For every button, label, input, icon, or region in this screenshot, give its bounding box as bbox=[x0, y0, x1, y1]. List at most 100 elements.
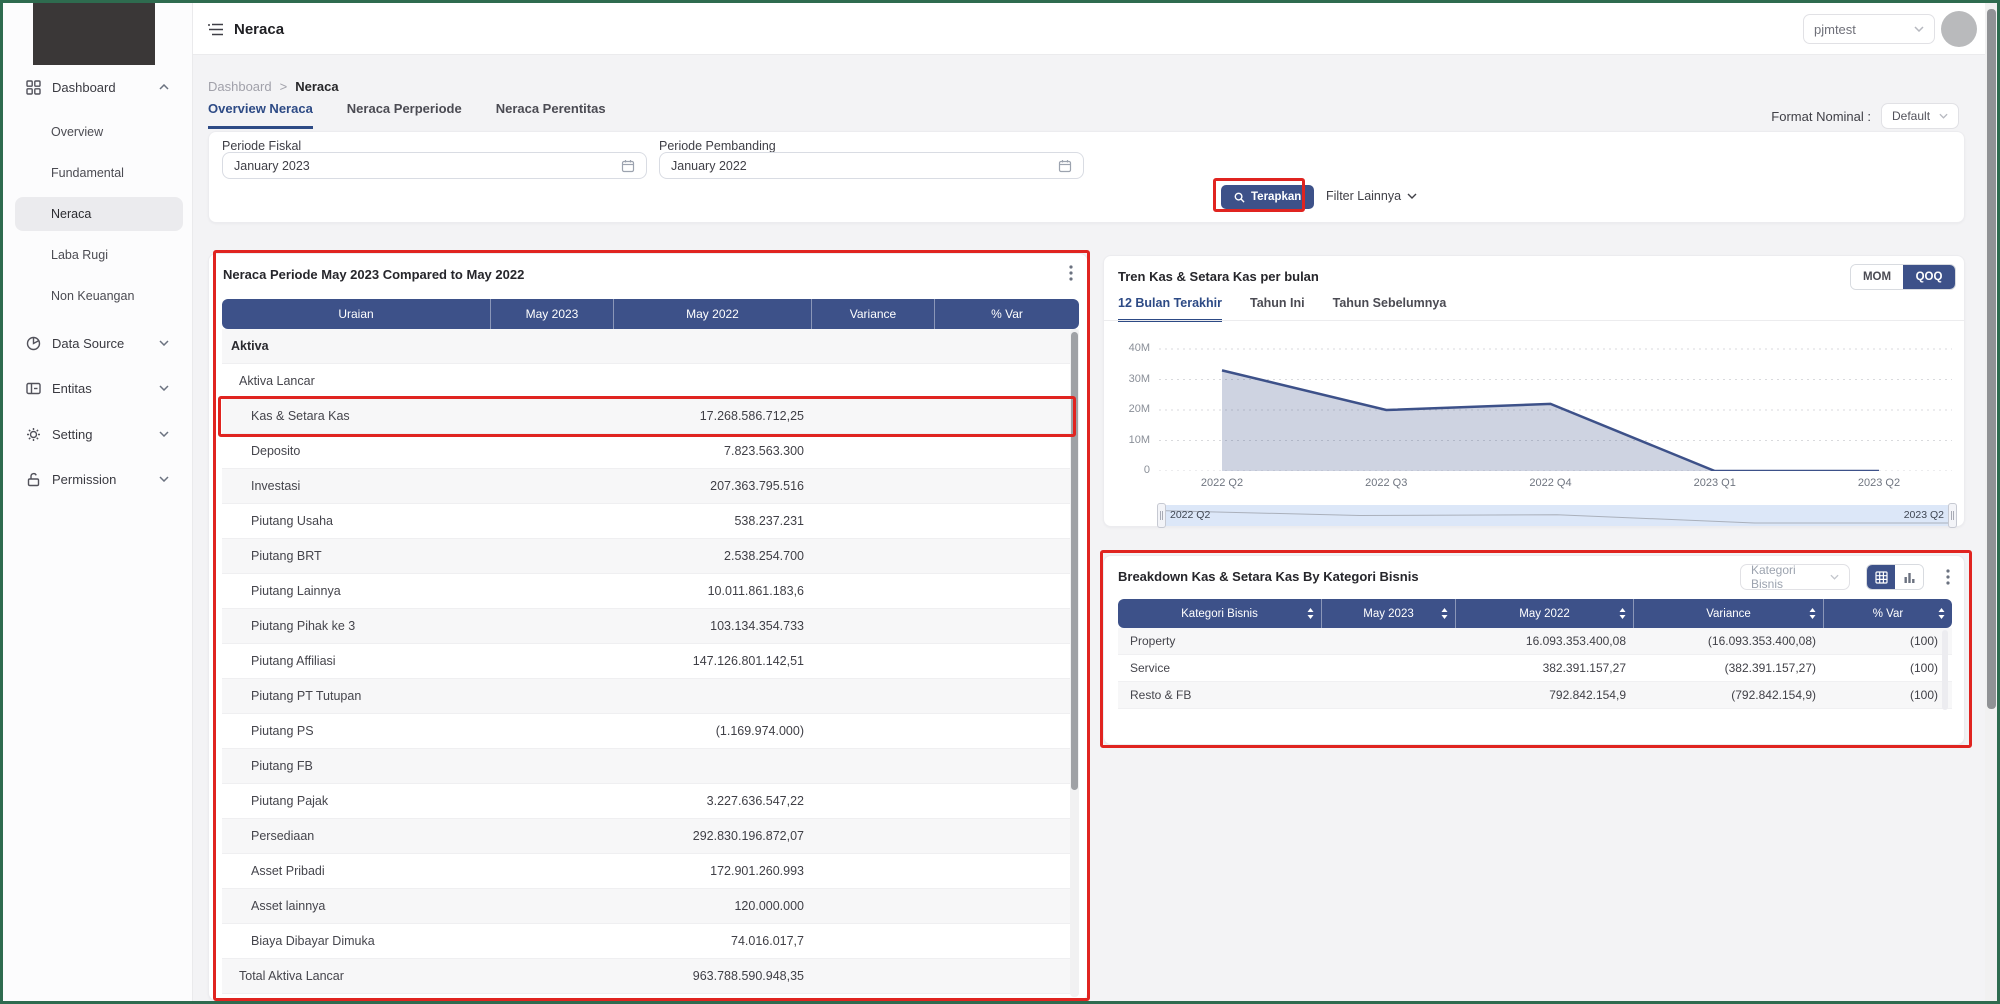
table-scrollbar-thumb[interactable] bbox=[1071, 332, 1078, 790]
table-row[interactable]: Asset Pribadi 172.901.260.993 bbox=[222, 854, 1079, 889]
periode-fiskal-input[interactable]: January 2023 bbox=[222, 152, 647, 179]
more-filters-toggle[interactable]: Filter Lainnya bbox=[1326, 189, 1417, 203]
periode-pembanding-label: Periode Pembanding bbox=[659, 139, 776, 153]
table-row[interactable]: Aktiva Lancar bbox=[222, 364, 1079, 399]
sidebar-item-overview[interactable]: Overview bbox=[15, 115, 183, 149]
table-row[interactable]: Persediaan 292.830.196.872,07 bbox=[222, 819, 1079, 854]
breadcrumb-parent[interactable]: Dashboard bbox=[208, 79, 272, 94]
tab-neraca-perperiode[interactable]: Neraca Perperiode bbox=[346, 101, 462, 116]
chevron-down-icon bbox=[1830, 574, 1839, 580]
table-row[interactable]: Piutang PS (1.169.974.000) bbox=[222, 714, 1079, 749]
kebab-menu-icon[interactable] bbox=[1069, 265, 1073, 281]
sidebar-item-non-keuangan[interactable]: Non Keuangan bbox=[15, 279, 183, 313]
table-row[interactable]: Investasi 207.363.795.516 bbox=[222, 469, 1079, 504]
column-header-variance: Variance bbox=[812, 299, 935, 329]
table-view-button[interactable] bbox=[1867, 565, 1895, 589]
row-label: Service bbox=[1130, 661, 1171, 675]
row-variance: (16.093.353.400,08) bbox=[1707, 634, 1816, 648]
sidebar-item-dashboard[interactable]: Dashboard bbox=[3, 73, 193, 101]
brush-handle-left[interactable] bbox=[1157, 503, 1166, 528]
table-row[interactable]: Piutang PT Tutupan bbox=[222, 679, 1079, 714]
brush-start-label: 2022 Q2 bbox=[1170, 509, 1211, 521]
sidebar-item-entitas[interactable]: Entitas bbox=[3, 374, 193, 402]
row-value-may-2022: 207.363.795.516 bbox=[710, 479, 804, 493]
table-row[interactable]: Aktiva bbox=[222, 329, 1079, 364]
table-row[interactable]: Property 16.093.353.400,08 (16.093.353.400… bbox=[1118, 628, 1952, 655]
table-row[interactable]: Piutang Pajak 3.227.636.547,22 bbox=[222, 784, 1079, 819]
brush-mini-svg bbox=[1162, 510, 1952, 524]
table-row[interactable]: Piutang Pihak ke 3 103.134.354.733 bbox=[222, 609, 1079, 644]
neraca-table-title: Neraca Periode May 2023 Compared to May … bbox=[223, 267, 525, 282]
column-header-may-2023[interactable]: May 2023 bbox=[1322, 599, 1456, 628]
table-row[interactable]: Piutang Usaha 538.237.231 bbox=[222, 504, 1079, 539]
tab-tahun-ini[interactable]: Tahun Ini bbox=[1249, 296, 1305, 310]
sidebar-item-neraca[interactable]: Neraca bbox=[15, 197, 183, 231]
sidebar-item-laba-rugi[interactable]: Laba Rugi bbox=[15, 238, 183, 272]
row-value-may-2022: 382.391.157,27 bbox=[1542, 661, 1626, 675]
window-scrollbar-thumb[interactable] bbox=[1987, 9, 1996, 709]
column-label: % Var bbox=[1872, 607, 1904, 620]
periode-pembanding-input[interactable]: January 2022 bbox=[659, 152, 1084, 179]
row-variance: (792.842.154,9) bbox=[1731, 688, 1816, 702]
table-row[interactable]: Piutang Affiliasi 147.126.801.142,51 bbox=[222, 644, 1079, 679]
row-value-may-2022: 17.268.586.712,25 bbox=[699, 409, 804, 423]
brush-handle-right[interactable] bbox=[1948, 503, 1957, 528]
table-row[interactable]: Piutang BRT 2.538.254.700 bbox=[222, 539, 1079, 574]
column-header-variance[interactable]: Variance bbox=[1634, 599, 1824, 628]
format-nominal-select[interactable]: Default bbox=[1881, 103, 1959, 129]
user-select-value: pjmtest bbox=[1814, 21, 1856, 37]
table-row[interactable]: Asset lainnya 120.000.000 bbox=[222, 889, 1079, 924]
y-axis-tick: 10M bbox=[1128, 433, 1150, 446]
tab-neraca-perentitas[interactable]: Neraca Perentitas bbox=[495, 101, 606, 116]
table-row[interactable]: Service 382.391.157,27 (382.391.157,27) (10… bbox=[1118, 655, 1952, 682]
row-value-may-2022: 147.126.801.142,51 bbox=[692, 654, 804, 668]
calendar-icon bbox=[1058, 159, 1072, 173]
avatar[interactable] bbox=[1941, 11, 1977, 47]
kebab-menu-icon[interactable] bbox=[1946, 569, 1950, 585]
table-row[interactable]: Biaya Dibayar Dimuka 74.016.017,7 bbox=[222, 924, 1079, 959]
table-row[interactable]: Total Aktiva Lancar 963.788.590.948,35 bbox=[222, 959, 1079, 994]
chevron-up-icon bbox=[159, 84, 169, 90]
sidebar-collapse-icon[interactable] bbox=[208, 23, 224, 36]
apply-button[interactable]: Terapkan bbox=[1221, 185, 1315, 209]
table-row[interactable]: Kas & Setara Kas 17.268.586.712,25 bbox=[222, 399, 1079, 434]
x-axis-tick: 2022 Q3 bbox=[1365, 477, 1408, 489]
trend-range-tabs: 12 Bulan Terakhir Tahun Ini Tahun Sebelu… bbox=[1118, 296, 1446, 322]
table-row[interactable]: Resto & FB 792.842.154,9 (792.842.154,9) (1… bbox=[1118, 682, 1952, 709]
breadcrumb: Dashboard > Neraca bbox=[208, 79, 339, 94]
x-axis-tick: 2023 Q1 bbox=[1693, 477, 1736, 489]
table-row[interactable]: Deposito 7.823.563.300 bbox=[222, 434, 1079, 469]
sidebar-item-fundamental[interactable]: Fundamental bbox=[15, 156, 183, 190]
column-header-kategori-bisnis[interactable]: Kategori Bisnis bbox=[1118, 599, 1322, 628]
table-row[interactable]: Piutang Lainnya 10.011.861.183,6 bbox=[222, 574, 1079, 609]
column-header-may-2022[interactable]: May 2022 bbox=[1456, 599, 1634, 628]
sidebar-item-permission[interactable]: Permission bbox=[3, 465, 193, 493]
lock-icon bbox=[25, 472, 41, 487]
sidebar-item-setting[interactable]: Setting bbox=[3, 420, 193, 448]
sidebar-item-data-source[interactable]: Data Source bbox=[3, 329, 193, 357]
chart-range-brush[interactable]: 2022 Q2 2023 Q2 bbox=[1157, 503, 1957, 528]
column-label: May 2023 bbox=[1363, 607, 1414, 620]
row-label: Piutang FB bbox=[251, 759, 313, 773]
chevron-down-icon bbox=[159, 385, 169, 391]
table-row[interactable]: Piutang FB bbox=[222, 749, 1079, 784]
y-axis-tick: 30M bbox=[1128, 372, 1150, 385]
tab-12-bulan-terakhir[interactable]: 12 Bulan Terakhir bbox=[1118, 296, 1222, 322]
user-select[interactable]: pjmtest bbox=[1803, 14, 1935, 44]
breakdown-scrollbar-track[interactable] bbox=[1942, 630, 1948, 710]
tab-overview-neraca[interactable]: Overview Neraca bbox=[208, 101, 313, 129]
row-value-may-2022: 963.788.590.948,35 bbox=[692, 969, 804, 983]
chart-view-button[interactable] bbox=[1895, 565, 1923, 589]
x-axis-tick: 2022 Q4 bbox=[1529, 477, 1572, 489]
tab-tahun-sebelumnya[interactable]: Tahun Sebelumnya bbox=[1332, 296, 1447, 310]
sort-icon bbox=[1619, 608, 1626, 622]
sidebar-item-label: Dashboard bbox=[52, 79, 116, 95]
row-value-may-2022: 172.901.260.993 bbox=[710, 864, 804, 878]
row-value-may-2022: 2.538.254.700 bbox=[724, 549, 804, 563]
sidebar: Dashboard Overview Fundamental Neraca La… bbox=[3, 3, 193, 1001]
column-header-pct-var[interactable]: % Var bbox=[1824, 599, 1952, 628]
toggle-qoq[interactable]: QOQ bbox=[1903, 265, 1955, 289]
dimension-select[interactable]: Kategori Bisnis bbox=[1740, 563, 1850, 591]
toggle-mom[interactable]: MOM bbox=[1851, 265, 1903, 289]
